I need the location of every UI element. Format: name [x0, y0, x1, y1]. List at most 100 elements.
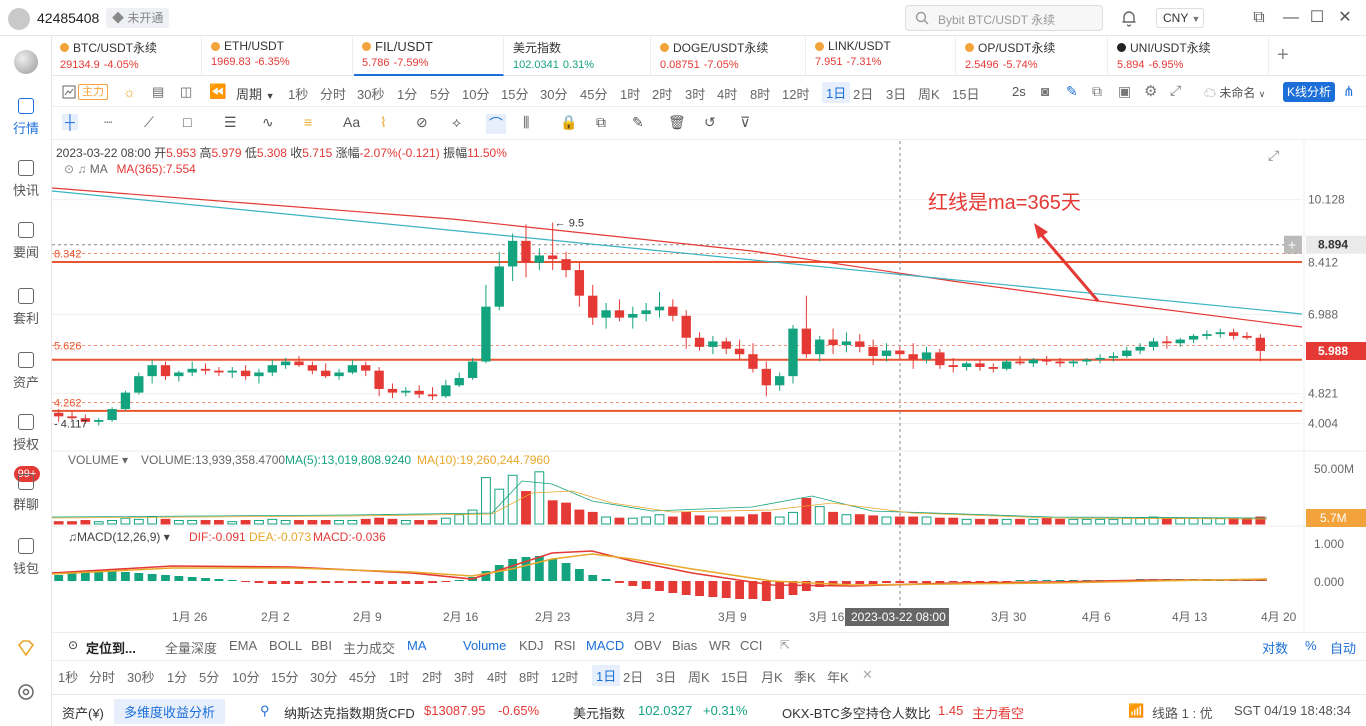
candle[interactable] [481, 306, 491, 362]
candle[interactable] [200, 368, 211, 371]
candle[interactable] [841, 341, 852, 346]
tab-5[interactable]: LINK/USDT 7.951 -7.31% [807, 36, 956, 76]
kline-analysis-button[interactable]: K线分析 [1283, 82, 1335, 102]
candle[interactable] [254, 372, 264, 377]
brush-icon[interactable]: ⌇ [380, 114, 387, 130]
screen-icon[interactable]: ⧉ [1253, 9, 1265, 26]
candle[interactable] [561, 259, 571, 271]
sub-indicator-3[interactable]: MACD [586, 638, 625, 653]
candle[interactable] [401, 390, 411, 393]
sidebar-item-2[interactable]: 要闻 [0, 214, 52, 272]
candle[interactable] [174, 372, 184, 377]
candle[interactable] [227, 370, 237, 373]
sidebar-item-6[interactable]: 群聊 [0, 466, 52, 524]
candle[interactable] [1162, 341, 1172, 344]
main-indicator-3[interactable]: BBI [311, 638, 332, 653]
interval-4[interactable]: 5分 [430, 87, 451, 102]
line-status[interactable]: 线路 1 : 优 [1152, 706, 1213, 721]
sub-indicator-1[interactable]: KDJ [519, 638, 544, 653]
candle[interactable] [721, 341, 731, 349]
lock-icon[interactable]: 🔒 [560, 114, 578, 130]
candle[interactable] [321, 370, 331, 377]
candle[interactable] [294, 361, 304, 366]
candle[interactable] [214, 370, 224, 373]
layout-name-dropdown[interactable]: ☁ 未命名 ∨ [1204, 84, 1265, 101]
candle[interactable] [761, 368, 771, 386]
interval-11[interactable]: 3时 [685, 87, 706, 102]
candle[interactable] [694, 337, 705, 347]
candle[interactable] [267, 365, 277, 373]
candle[interactable] [67, 416, 77, 419]
ticker-item2-name[interactable]: 美元指数 [573, 706, 626, 721]
bottom-interval-15[interactable]: 1日 [592, 665, 621, 686]
interval-17[interactable]: 3日 [886, 87, 907, 102]
interval-14[interactable]: 12时 [782, 87, 810, 102]
candle[interactable] [347, 365, 358, 373]
candle[interactable] [641, 310, 651, 314]
close-icon[interactable]: ✕ [862, 667, 873, 682]
axis-option-0[interactable]: 对数 [1262, 641, 1289, 656]
zhuli-tag[interactable]: 主力 [78, 84, 108, 100]
undo-icon[interactable]: ↺ [704, 114, 716, 130]
chart-type-icon[interactable] [62, 85, 76, 99]
candle[interactable] [387, 388, 398, 393]
candle[interactable] [1055, 361, 1065, 364]
candle[interactable] [601, 310, 611, 318]
bottom-interval-5[interactable]: 10分 [232, 670, 260, 685]
interval-0[interactable]: 1秒 [288, 87, 309, 102]
candle[interactable] [975, 363, 985, 368]
bell-icon[interactable]: ♫ [77, 162, 87, 176]
fullscreen-icon[interactable]: ⤢ [1170, 82, 1182, 98]
add-tab-icon[interactable]: + [1277, 44, 1289, 66]
settings-icon[interactable] [16, 682, 36, 702]
macd-label[interactable]: ♫MACD(12,26,9) ▾ [68, 530, 170, 544]
bottom-interval-4[interactable]: 5分 [199, 670, 220, 685]
main-indicator-0[interactable]: 全量深度 [165, 641, 218, 656]
avatar[interactable] [8, 8, 30, 30]
tab-3[interactable]: 美元指数 102.0341 0.31% [505, 36, 651, 76]
window-icon[interactable]: ⧉ [1092, 83, 1102, 99]
candle[interactable] [240, 370, 251, 377]
candle[interactable] [1215, 332, 1225, 335]
interval-3[interactable]: 1分 [397, 87, 418, 102]
tab-4[interactable]: DOGE/USDT永续 0.08751 -7.05% [652, 36, 806, 76]
interval-18[interactable]: 周K [918, 87, 940, 102]
sidebar-item-5[interactable]: 授权 [0, 406, 52, 464]
crosshair-icon[interactable]: ┼ [62, 114, 78, 130]
bottom-interval-6[interactable]: 15分 [271, 670, 299, 685]
edit-icon[interactable]: ✎ [632, 114, 644, 130]
candle[interactable] [734, 348, 745, 355]
candle[interactable] [454, 377, 464, 386]
maximize-button[interactable]: ☐ [1309, 9, 1325, 26]
main-indicator-5[interactable]: MA [407, 638, 427, 653]
candle[interactable] [54, 412, 64, 417]
diamond-icon[interactable] [16, 638, 36, 658]
candle[interactable] [681, 315, 691, 338]
bottom-interval-1[interactable]: 分时 [89, 670, 116, 685]
candle[interactable] [1188, 335, 1199, 340]
axis-option-1[interactable]: % [1305, 638, 1317, 653]
interval-19[interactable]: 15日 [952, 87, 980, 102]
text-icon[interactable]: Aa [343, 114, 361, 130]
candle[interactable] [160, 365, 171, 377]
bottom-interval-8[interactable]: 45分 [349, 670, 377, 685]
assets-label[interactable]: 资产(¥) [62, 706, 104, 721]
bottom-interval-11[interactable]: 3时 [454, 670, 475, 685]
sidebar-item-3[interactable]: 套利 [0, 280, 52, 338]
bottom-interval-7[interactable]: 30分 [310, 670, 338, 685]
sub-indicator-6[interactable]: WR [709, 638, 731, 653]
price-chart[interactable]: 10.128 8.412 6.988 4.821 4.004 8.342 5.626 4.26… [52, 141, 1366, 631]
link-icon[interactable]: ⊘ [416, 114, 428, 130]
candle[interactable] [534, 255, 545, 263]
candle[interactable] [614, 310, 625, 318]
sub-indicator-2[interactable]: RSI [554, 638, 576, 653]
candle[interactable] [1028, 359, 1039, 364]
sidebar-item-7[interactable]: 钱包 [0, 530, 52, 588]
candle[interactable] [280, 361, 291, 366]
candle[interactable] [1015, 361, 1025, 364]
minimize-button[interactable]: — [1283, 9, 1299, 26]
candle[interactable] [748, 354, 758, 369]
fib-icon[interactable]: ≡ [304, 114, 313, 130]
currency-select[interactable]: CNY ▼ [1156, 8, 1204, 28]
candle[interactable] [548, 255, 558, 260]
